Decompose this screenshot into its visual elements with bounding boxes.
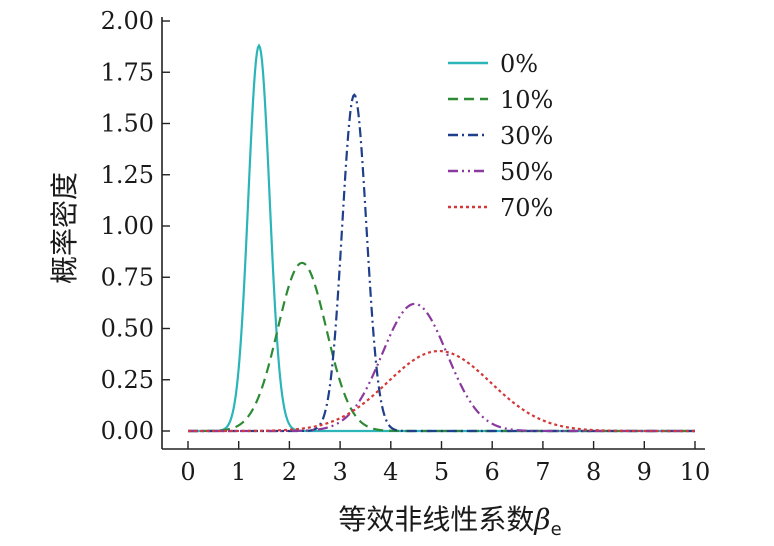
x-tick-label: 10 (680, 458, 711, 486)
x-tick-label: 9 (637, 458, 652, 486)
x-tick-label: 5 (434, 458, 449, 486)
series-line-10pct (188, 261, 695, 433)
y-tick-label: 1.25 (101, 161, 154, 189)
x-tick-label: 7 (535, 458, 550, 486)
x-tick-label: 1 (231, 458, 246, 486)
series-group (188, 43, 695, 433)
y-tick-label: 0.75 (101, 263, 154, 291)
y-tick-label: 0.25 (101, 366, 154, 394)
axes: 0.00 0.25 0.50 0.75 1.00 1.25 1.50 1.75 2.00 0 1 2 3… (101, 7, 711, 486)
legend-label: 50% (500, 158, 553, 186)
legend-label: 0% (500, 50, 538, 78)
y-tick-label: 1.75 (101, 58, 154, 86)
series-line-0pct (188, 43, 695, 433)
series-line-50pct (188, 302, 695, 433)
x-tick-label: 0 (180, 458, 195, 486)
x-tick-label: 8 (586, 458, 601, 486)
y-tick-label: 2.00 (101, 7, 154, 35)
x-tick-label: 2 (282, 458, 297, 486)
x-axis-label: 等效非线性系数βe (338, 503, 561, 540)
legend: 0% 10% 30% 50% 70% (448, 50, 553, 222)
legend-label: 10% (500, 86, 553, 114)
y-tick-label: 1.00 (101, 212, 154, 240)
y-tick-label: 0.00 (101, 417, 154, 445)
legend-label: 30% (500, 122, 553, 150)
x-axis-label-symbol: β (533, 503, 550, 536)
x-axis-label-text: 等效非线性系数 (338, 503, 534, 536)
legend-label: 70% (500, 194, 553, 222)
x-axis-label-subscript: e (551, 519, 562, 540)
y-axis-label: 概率密度 (48, 172, 81, 284)
x-tick-label: 3 (332, 458, 347, 486)
series-line-70pct (188, 349, 695, 433)
x-tick-label: 6 (485, 458, 500, 486)
y-tick-label: 0.50 (101, 315, 154, 343)
y-tick-label: 1.50 (101, 110, 154, 138)
x-tick-label: 4 (383, 458, 398, 486)
